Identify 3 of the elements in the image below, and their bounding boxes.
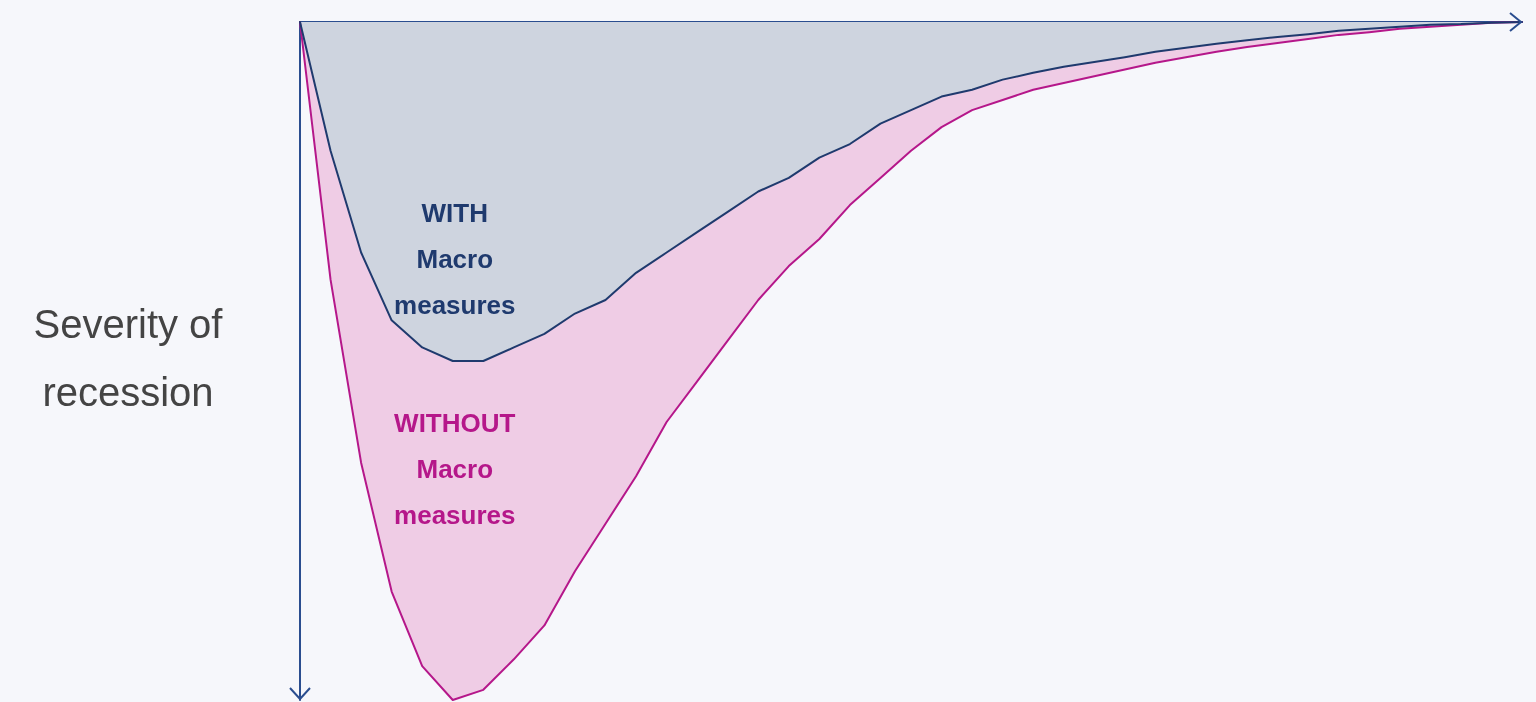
y-axis-title: Severity of recession bbox=[33, 302, 224, 414]
series-label: WITHOUT Macro measures bbox=[394, 408, 516, 531]
series-label: WITH Macro measures bbox=[394, 198, 516, 321]
